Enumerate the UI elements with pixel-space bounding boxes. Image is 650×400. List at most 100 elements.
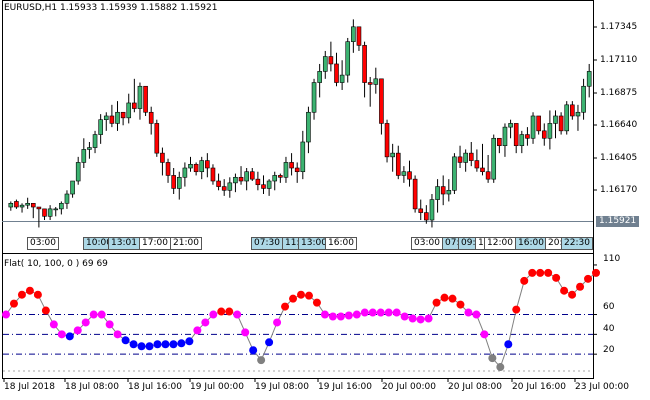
bear-candle <box>193 163 199 173</box>
bull-candle <box>126 102 132 119</box>
indicator-dot-blue <box>65 332 74 341</box>
indicator-dot-magenta <box>49 320 58 329</box>
bull-candle <box>322 56 328 72</box>
session-tag: 13:01 <box>108 237 140 250</box>
bear-candle <box>536 115 541 132</box>
indicator-dot-gray <box>257 356 266 365</box>
bear-candle <box>468 152 474 161</box>
bull-candle <box>586 71 592 87</box>
indicator-dot-magenta <box>368 308 377 317</box>
indicator-dot-blue <box>121 336 130 345</box>
bear-candle <box>160 152 165 163</box>
indicator-dot-magenta <box>81 318 90 327</box>
bull-candle <box>581 85 586 113</box>
session-tag: 16:00 <box>515 237 547 250</box>
indicator-dot-magenta <box>424 314 433 323</box>
bear-candle <box>249 171 255 180</box>
bear-candle <box>407 171 412 180</box>
price-tick: 1.16405 <box>600 153 638 163</box>
indicator-dot-red <box>560 286 569 295</box>
bull-candle <box>92 134 98 148</box>
price-tick: 1.17110 <box>600 55 638 65</box>
indicator-dot-red <box>217 307 226 316</box>
indicator-dot-gray <box>488 354 497 363</box>
bear-candle <box>480 167 485 173</box>
bull-candle <box>53 208 59 211</box>
indicator-level: 40 <box>603 324 615 334</box>
indicator-dot-red <box>584 274 593 283</box>
indicator-dot-magenta <box>392 308 401 317</box>
bull-candle <box>244 171 249 182</box>
bull-candle <box>491 137 497 180</box>
indicator-dot-red <box>568 290 577 299</box>
bull-candle <box>59 203 64 210</box>
price-tick: 1.16640 <box>600 120 638 130</box>
indicator-dot-magenta <box>352 310 361 319</box>
bear-candle <box>362 45 367 83</box>
indicator-dot-magenta <box>57 330 66 339</box>
time-tick: 23 Jul 00:00 <box>575 382 629 392</box>
time-tick: 19 Jul 16:00 <box>318 382 372 392</box>
bear-candle <box>418 208 424 213</box>
indicator-level: 20 <box>603 345 615 355</box>
bull-candle <box>564 104 570 132</box>
session-tag: 10:00 <box>83 237 115 250</box>
indicator-dot-red <box>576 282 585 291</box>
session-tag: 22:30 <box>561 237 593 250</box>
bear-candle <box>255 178 261 186</box>
chart-title: EURUSD,H1 1.15933 1.15939 1.15882 1.1592… <box>4 3 218 13</box>
bear-candle <box>558 115 564 132</box>
indicator-dot-magenta <box>344 311 353 320</box>
bull-candle <box>547 123 553 139</box>
price-tick: 1.17345 <box>600 22 638 32</box>
indicator-dot-red <box>544 268 553 277</box>
indicator-dot-red <box>552 273 561 282</box>
bull-candle <box>530 115 536 139</box>
bear-candle <box>379 78 384 124</box>
bull-candle <box>446 189 452 195</box>
bull-candle <box>176 176 182 189</box>
bear-candle <box>457 156 463 163</box>
bull-candle <box>508 123 513 128</box>
time-tick: 20 Jul 08:00 <box>448 382 502 392</box>
bear-candle <box>570 104 575 117</box>
indicator-dot-magenta <box>360 308 369 317</box>
bear-candle <box>474 160 480 169</box>
time-tick: 20 Jul 00:00 <box>382 382 436 392</box>
bear-candle <box>395 152 401 176</box>
bear-candle <box>294 167 300 173</box>
bull-candle <box>575 111 581 117</box>
bull-candle <box>351 26 356 42</box>
bear-candle <box>154 123 160 154</box>
indicator-dot-red <box>289 294 298 303</box>
indicator-dot-magenta <box>480 330 489 339</box>
indicator-dot-magenta <box>464 308 473 317</box>
indicator-dot-blue <box>249 346 258 355</box>
bear-candle <box>132 102 137 109</box>
indicator-dot-red <box>512 305 521 314</box>
bull-candle <box>300 141 306 173</box>
bear-candle <box>36 206 42 210</box>
session-tag: 03:00 <box>27 237 59 250</box>
bear-candle <box>210 167 216 182</box>
bull-candle <box>81 149 87 163</box>
time-tick: 18 Jul 2018 <box>4 382 55 392</box>
bull-candle <box>390 152 395 158</box>
indicator-dot-magenta <box>384 308 393 317</box>
indicator-dot-magenta <box>336 312 345 321</box>
indicator-dot-red <box>592 268 600 277</box>
indicator-dot-red <box>33 290 42 299</box>
bear-candle <box>14 201 19 208</box>
indicator-dot-magenta <box>241 328 250 337</box>
indicator-dot-magenta <box>328 312 337 321</box>
bull-candle <box>115 111 120 124</box>
indicator-dot-magenta <box>113 330 122 339</box>
session-tag: 12:00 <box>484 237 516 250</box>
bear-candle <box>261 184 266 189</box>
bear-candle <box>30 203 36 208</box>
bull-candle <box>182 167 188 178</box>
bear-candle <box>424 212 429 221</box>
session-tag: 11: <box>282 237 303 250</box>
time-tick: 18 Jul 16:00 <box>128 382 182 392</box>
